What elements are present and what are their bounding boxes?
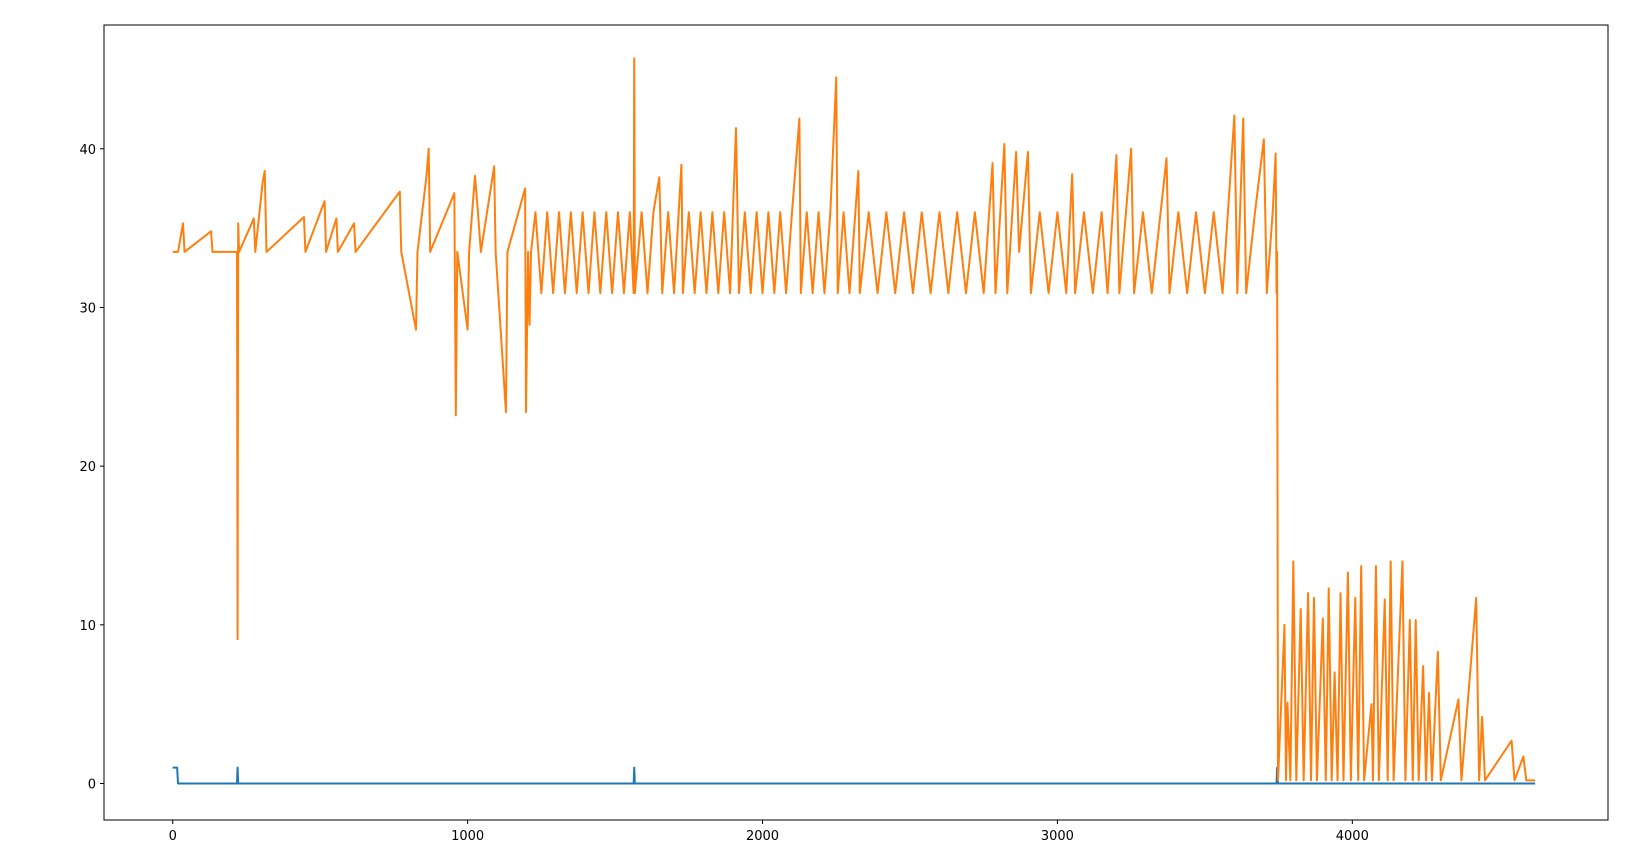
y-tick-label: 40 bbox=[79, 143, 96, 158]
x-tick-label: 2000 bbox=[746, 829, 779, 844]
plot-frame bbox=[103, 24, 1609, 821]
y-tick-label: 0 bbox=[88, 778, 96, 793]
y-tick-label: 30 bbox=[79, 301, 96, 316]
y-tick-label: 20 bbox=[79, 460, 96, 475]
x-tick-label: 1000 bbox=[451, 829, 484, 844]
x-tick-label: 3000 bbox=[1041, 829, 1074, 844]
y-tick-label: 10 bbox=[79, 619, 96, 634]
series-line bbox=[172, 57, 1536, 782]
x-tick-label: 4000 bbox=[1336, 829, 1369, 844]
x-tick-label: 0 bbox=[169, 829, 177, 844]
